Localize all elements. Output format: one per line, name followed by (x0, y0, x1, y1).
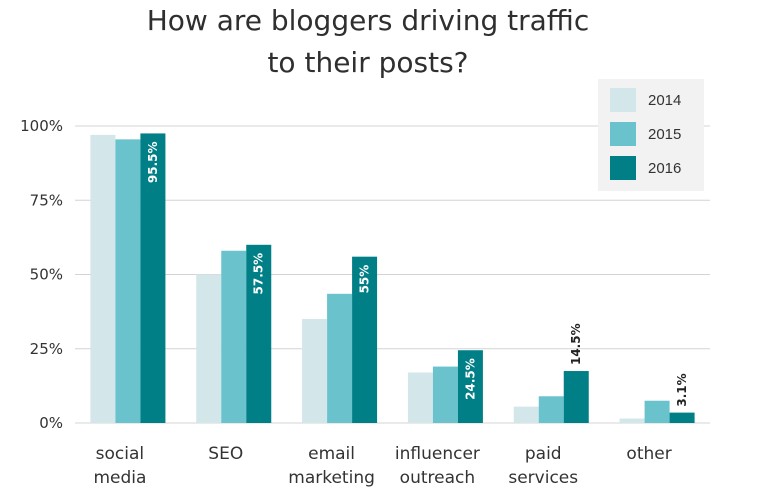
x-tick-label: influencer (395, 444, 480, 464)
data-labels: 95.5% 57.5% 55% 24.5% 14.5% 3.1% (146, 141, 689, 406)
data-label: 57.5% (252, 253, 266, 295)
legend-swatch-2016 (610, 156, 636, 180)
bars (90, 133, 695, 424)
data-label: 24.5% (463, 358, 477, 400)
data-label: 55% (358, 265, 372, 294)
x-tick-label: services (508, 468, 578, 488)
y-tick-label: 50% (30, 266, 63, 284)
bar-2015 (327, 293, 353, 423)
bar-2015 (221, 250, 247, 423)
chart-title-line-1: How are bloggers driving traffic (147, 4, 590, 37)
bar-2014 (302, 319, 328, 423)
legend-label: 2014 (648, 92, 681, 109)
bar-2016 (352, 256, 378, 423)
y-tick-label: 75% (30, 191, 63, 209)
legend-label: 2015 (648, 126, 681, 143)
x-tick-label: media (93, 468, 146, 488)
bar-2015 (432, 366, 458, 423)
bar-2014 (407, 372, 433, 423)
x-tick-label: marketing (288, 468, 375, 488)
bar-2014 (619, 418, 645, 423)
bar-2015 (115, 139, 141, 424)
x-tick-label: social (96, 444, 144, 464)
bar-2014 (513, 406, 539, 423)
bar-2016 (140, 133, 166, 424)
gridlines (75, 125, 710, 424)
x-tick-label: outreach (400, 468, 475, 488)
bar-2016 (457, 350, 483, 423)
y-axis-ticks: 0% 25% 50% 75% 100% (20, 117, 63, 432)
y-tick-label: 100% (20, 117, 63, 135)
legend: 2014 2015 2016 (598, 79, 704, 191)
data-label: 3.1% (675, 373, 689, 406)
bar-2015 (644, 400, 670, 423)
y-tick-label: 0% (39, 414, 63, 432)
bar-2014 (196, 274, 222, 423)
x-tick-label: other (626, 444, 671, 464)
legend-swatch-2015 (610, 122, 636, 146)
bar-2016 (563, 371, 589, 423)
bar-2016 (246, 244, 272, 423)
chart-title-line-2: to their posts? (267, 46, 468, 79)
bar-2016 (669, 412, 695, 423)
x-tick-label: SEO (208, 444, 243, 464)
x-tick-label: paid (525, 444, 562, 464)
bar-2015 (538, 396, 564, 423)
legend-label: 2016 (648, 160, 681, 177)
x-axis-ticks: social media SEO email marketing influencer ou… (93, 444, 671, 488)
y-tick-label: 25% (30, 340, 63, 358)
x-tick-label: email (308, 444, 355, 464)
legend-swatch-2014 (610, 88, 636, 112)
data-label: 14.5% (569, 323, 583, 365)
bar-2014 (90, 134, 116, 423)
data-label: 95.5% (146, 141, 160, 183)
